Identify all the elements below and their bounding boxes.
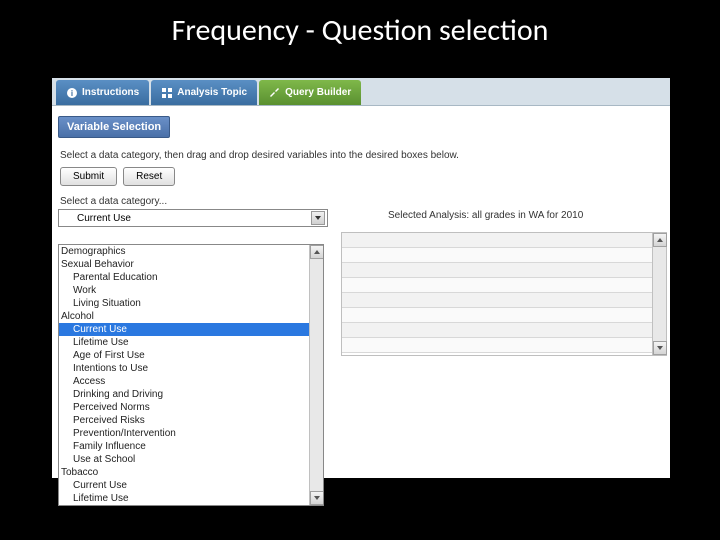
select-category-label: Select a data category... — [60, 196, 662, 207]
dropdown-item[interactable]: Drinking and Driving — [59, 388, 323, 401]
info-icon: i — [66, 87, 78, 99]
list-item — [342, 248, 666, 263]
list-item — [342, 308, 666, 323]
submit-button[interactable]: Submit — [60, 167, 117, 186]
selected-analysis-text: Selected Analysis: all grades in WA for … — [388, 210, 583, 221]
chevron-down-icon — [311, 211, 325, 225]
dropdown-item[interactable]: Current Use — [59, 323, 323, 336]
slide-title: Frequency - Question selection — [0, 0, 720, 57]
category-dropdown-list[interactable]: DemographicsSexual BehaviorParental Educ… — [58, 244, 324, 506]
list-item — [342, 263, 666, 278]
button-row: Submit Reset — [60, 167, 662, 186]
scroll-up-icon[interactable] — [653, 233, 667, 247]
lower-area: Select a data category... Current Use Se… — [58, 196, 664, 227]
list-item — [342, 323, 666, 338]
list-item — [342, 293, 666, 308]
dropdown-group[interactable]: Tobacco — [59, 466, 323, 479]
instruction-text: Select a data category, then drag and dr… — [60, 150, 662, 161]
tab-label: Instructions — [82, 87, 139, 98]
dropdown-item[interactable]: Perceived Norms — [59, 401, 323, 414]
dropdown-item[interactable]: Intentions to Use — [59, 362, 323, 375]
dropdown-item[interactable]: Use at School — [59, 453, 323, 466]
tab-label: Analysis Topic — [177, 87, 247, 98]
dropdown-group[interactable]: Alcohol — [59, 310, 323, 323]
dropdown-item[interactable]: Age of First Use — [59, 349, 323, 362]
scrollbar[interactable] — [652, 233, 666, 355]
tab-query-builder[interactable]: Query Builder — [259, 80, 361, 105]
scroll-down-icon[interactable] — [653, 341, 667, 355]
category-select[interactable]: Current Use — [58, 209, 328, 227]
drop-rows — [342, 233, 666, 355]
dropdown-item[interactable]: Lifetime Use — [59, 336, 323, 349]
tab-bar: i Instructions Analysis Topic Query Buil… — [52, 78, 670, 106]
section-variable-selection: Variable Selection — [58, 116, 170, 138]
scrollbar[interactable] — [309, 245, 323, 505]
list-item — [342, 233, 666, 248]
dropdown-group[interactable]: Sexual Behavior — [59, 258, 323, 271]
list-item — [342, 338, 666, 353]
tab-instructions[interactable]: i Instructions — [56, 80, 149, 105]
drop-target-panel[interactable] — [341, 232, 667, 356]
dropdown-item[interactable]: Lifetime Use — [59, 492, 323, 505]
dropdown-group[interactable]: Demographics — [59, 245, 323, 258]
dropdown-item[interactable]: Work — [59, 284, 323, 297]
grid-icon — [161, 87, 173, 99]
list-item — [342, 278, 666, 293]
scroll-up-icon[interactable] — [310, 245, 324, 259]
dropdown-item[interactable]: Living Situation — [59, 297, 323, 310]
reset-button[interactable]: Reset — [123, 167, 175, 186]
dropdown-item[interactable]: Parental Education — [59, 271, 323, 284]
tab-analysis-topic[interactable]: Analysis Topic — [151, 80, 257, 105]
select-value: Current Use — [77, 213, 131, 224]
dropdown-item[interactable]: Family Influence — [59, 440, 323, 453]
scroll-down-icon[interactable] — [310, 491, 324, 505]
dropdown-item[interactable]: Access — [59, 375, 323, 388]
tab-label: Query Builder — [285, 87, 351, 98]
dropdown-item[interactable]: Current Use — [59, 479, 323, 492]
svg-text:i: i — [71, 89, 73, 98]
tools-icon — [269, 87, 281, 99]
dropdown-item[interactable]: Prevention/Intervention — [59, 427, 323, 440]
dropdown-item[interactable]: Perceived Risks — [59, 414, 323, 427]
